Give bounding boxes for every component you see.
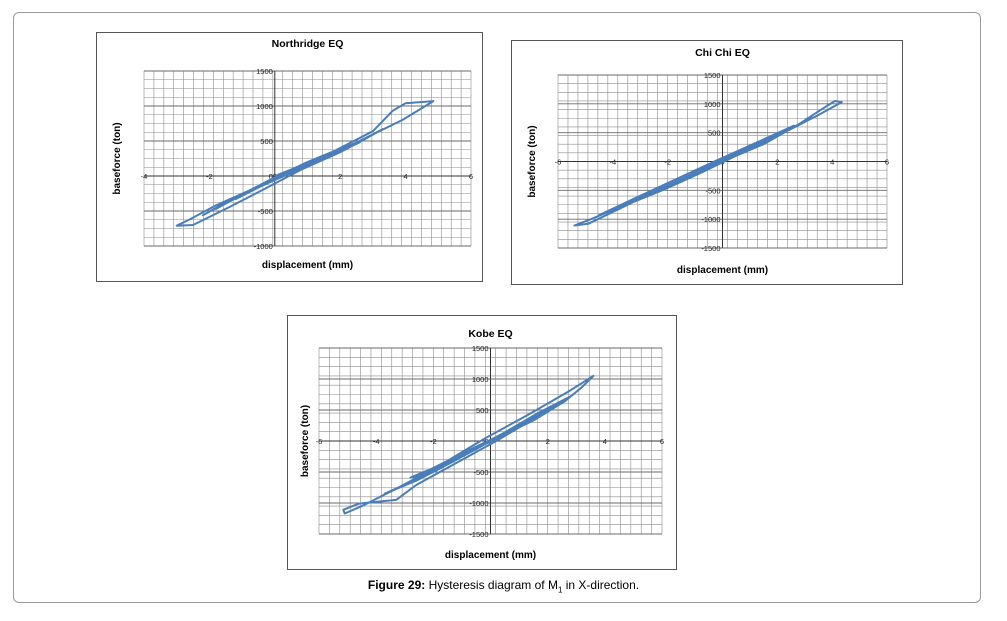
y-tick-label: -1500 — [701, 244, 720, 253]
x-tick-label: 6 — [469, 172, 473, 181]
chart-kobe: -6 -4 -2 0 2 4 6 -1500 -1000 -500 0 500 1000 1500 Kobe… — [287, 315, 677, 570]
x-tick-label: 2 — [338, 172, 342, 181]
hysteresis-series-line — [573, 100, 843, 227]
x-tick-label: -4 — [609, 158, 616, 167]
y-tick-label: 1000 — [472, 375, 489, 384]
y-tick-label: 0 — [269, 172, 273, 181]
y-axis-label: baseforce (ton) — [300, 405, 311, 477]
x-axis-label: displacement (mm) — [677, 265, 768, 276]
y-tick-label: 1000 — [704, 100, 721, 109]
x-axis-label: displacement (mm) — [445, 550, 536, 561]
x-tick-label: 2 — [546, 437, 550, 446]
chart-kobe-svg: -6 -4 -2 0 2 4 6-1500-1000-500050010001500Kobe… — [300, 328, 664, 561]
chart-title: Northridge EQ — [272, 38, 344, 50]
x-tick-label: 4 — [830, 158, 834, 167]
caption-text-end: in X-direction. — [562, 578, 640, 592]
chart-northridge-svg: -4 -2 0 2 4 6-1000-500050010001500Northridge … — [112, 38, 473, 271]
hysteresis-series-line — [175, 100, 435, 227]
y-tick-label: -500 — [473, 468, 488, 477]
y-tick-label: 500 — [476, 406, 489, 415]
chart-title: Chi Chi EQ — [695, 47, 750, 59]
y-tick-label: 1000 — [256, 102, 273, 111]
x-tick-label: -6 — [316, 437, 323, 446]
caption-subscript: 1 — [557, 585, 563, 595]
x-axis-label: displacement (mm) — [262, 260, 353, 271]
y-tick-label: 1500 — [472, 344, 489, 353]
chart-chichi: -6 -4 -2 0 2 4 6 -1500 -1000 -500 0 500 1000 1500 Chi … — [511, 40, 903, 285]
x-tick-label: -6 — [555, 158, 562, 167]
chart-chichi-svg: -6 -4 -2 0 2 4 6-1500-1000-500050010001500Chi … — [527, 47, 889, 276]
y-tick-label: -500 — [705, 186, 720, 195]
x-tick-label: 2 — [775, 158, 779, 167]
x-tick-label: 6 — [885, 158, 889, 167]
y-tick-label: 1500 — [704, 71, 721, 80]
figure-frame — [13, 12, 981, 603]
y-axis-label: baseforce (ton) — [527, 125, 538, 197]
y-tick-label: -500 — [258, 207, 273, 216]
y-tick-label: 1500 — [256, 67, 273, 76]
y-tick-label: -1500 — [469, 530, 488, 539]
x-tick-label: -2 — [430, 437, 437, 446]
chart-title: Kobe EQ — [468, 328, 512, 340]
x-tick-label: -4 — [373, 437, 380, 446]
y-tick-label: -1000 — [254, 242, 273, 251]
y-tick-label: -1000 — [469, 499, 488, 508]
hysteresis-series-line — [342, 374, 595, 515]
x-tick-label: -2 — [206, 172, 213, 181]
y-tick-label: 500 — [708, 129, 721, 138]
x-tick-label: 6 — [660, 437, 664, 446]
y-tick-label: -1000 — [701, 215, 720, 224]
caption-text: Hysteresis diagram of M — [425, 578, 558, 592]
figure-caption: Figure 29: Hysteresis diagram of M1 in X… — [0, 578, 1007, 594]
chart-northridge: -4 -2 0 2 4 6 -1000 -500 0 500 1000 1500 Northridge … — [96, 32, 483, 282]
y-tick-label: 500 — [260, 137, 273, 146]
x-tick-label: 4 — [404, 172, 408, 181]
y-axis-label: baseforce (ton) — [112, 122, 123, 194]
x-tick-label: -4 — [141, 172, 148, 181]
x-tick-label: 4 — [603, 437, 607, 446]
x-tick-label: -2 — [664, 158, 671, 167]
caption-label: Figure 29: — [367, 578, 426, 592]
